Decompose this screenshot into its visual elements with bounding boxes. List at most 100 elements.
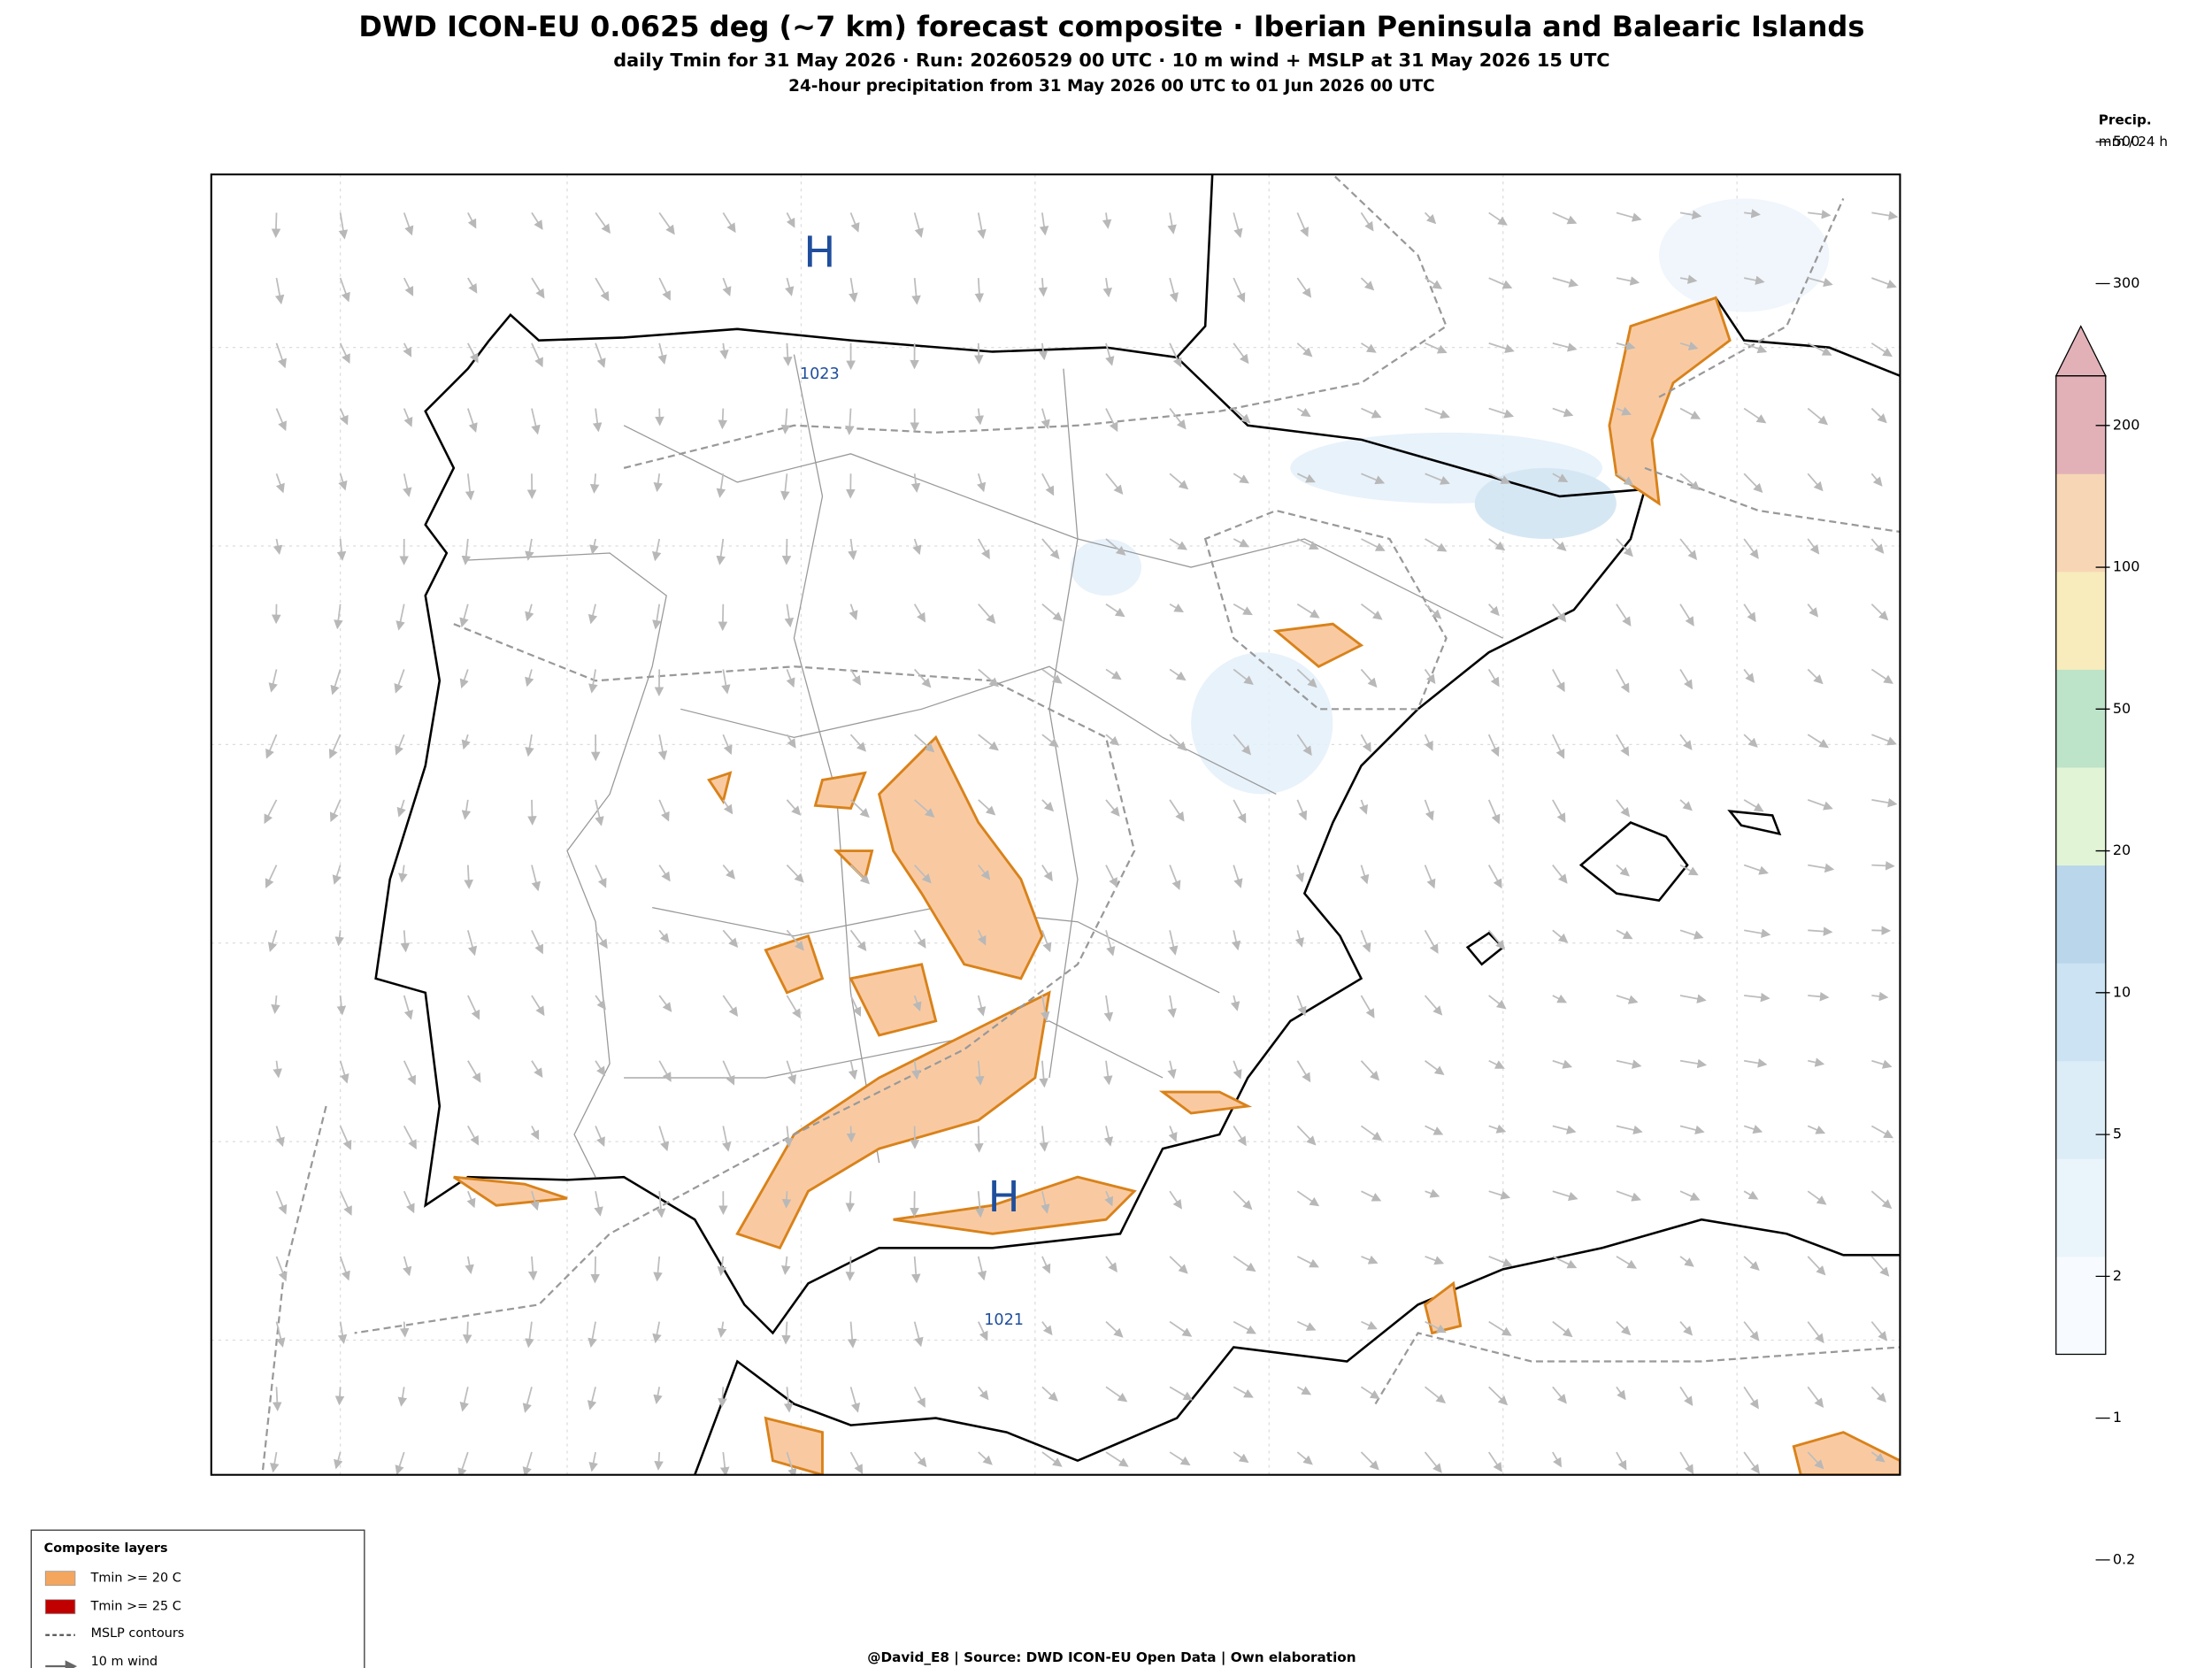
- wind-arrow: [1041, 799, 1055, 812]
- wind-arrow: [1552, 473, 1569, 482]
- wind-arrow: [1041, 1321, 1053, 1336]
- wind-arrow: [1296, 734, 1312, 757]
- wind-arrow: [1296, 342, 1313, 357]
- wind-arrow: [525, 603, 534, 622]
- wind-arrow: [722, 211, 736, 234]
- wind-arrow: [274, 277, 285, 305]
- wind-arrow: [1870, 407, 1887, 424]
- wind-arrow: [653, 1387, 663, 1405]
- wind-arrow: [1871, 211, 1899, 220]
- wind-arrow: [848, 1060, 858, 1080]
- wind-arrow: [1041, 668, 1063, 684]
- wind-arrow: [1361, 538, 1386, 551]
- wind-arrow: [339, 1060, 349, 1084]
- wind-arrow: [1233, 1320, 1256, 1334]
- wind-arrow: [466, 1190, 476, 1209]
- wind-arrow: [1104, 1190, 1114, 1207]
- wind-arrow: [1616, 734, 1630, 757]
- wind-arrow: [588, 1321, 597, 1349]
- wind-arrow: [592, 408, 603, 433]
- wind-arrow: [338, 212, 349, 240]
- wind-arrow: [1425, 1125, 1444, 1135]
- wind-arrow: [718, 1387, 727, 1408]
- wind-arrow: [531, 1060, 543, 1078]
- wind-arrow: [1233, 734, 1251, 756]
- wind-arrow: [531, 929, 544, 955]
- wind-arrow: [265, 734, 278, 759]
- wind-arrow: [1488, 473, 1511, 484]
- wind-arrow: [1295, 865, 1305, 883]
- wind-arrow: [1616, 669, 1630, 694]
- wind-arrow: [1425, 277, 1442, 289]
- wind-arrow: [1105, 1256, 1118, 1272]
- colorbar-tick-label: 500: [2113, 133, 2140, 150]
- wind-arrow: [1871, 926, 1892, 935]
- wind-arrow: [1552, 1256, 1578, 1269]
- wind-arrow: [264, 799, 278, 825]
- wind-arrow: [338, 473, 348, 491]
- wind-arrow: [1552, 865, 1568, 884]
- wind-arrow: [978, 865, 991, 880]
- wind-arrow: [913, 929, 926, 949]
- wind-arrow: [1679, 603, 1694, 626]
- wind-arrow: [1102, 212, 1112, 229]
- wind-arrow: [1743, 603, 1756, 623]
- wind-arrow: [1041, 1451, 1063, 1467]
- wind-arrow: [273, 1060, 282, 1079]
- wind-arrow: [1360, 1060, 1380, 1081]
- wind-arrow: [914, 734, 935, 753]
- wind-arrow: [1038, 278, 1048, 297]
- wind-arrow: [587, 1387, 597, 1410]
- wind-arrow: [1488, 1386, 1509, 1406]
- wind-arrow: [1552, 277, 1579, 288]
- legend: Composite layers Tmin >= 20 C Tmin >= 25…: [30, 1529, 365, 1668]
- wind-arrow: [268, 669, 278, 693]
- wind-arrow: [1871, 991, 1889, 1002]
- wind-arrow: [465, 1256, 474, 1274]
- wind-arrow: [461, 538, 472, 565]
- wind-arrow: [1169, 342, 1182, 368]
- wind-arrow: [403, 1256, 412, 1277]
- wind-arrow: [978, 1451, 993, 1465]
- wind-field: [264, 209, 1899, 1475]
- wind-arrow: [525, 734, 534, 757]
- wind-arrow: [1296, 1125, 1317, 1146]
- wind-arrow: [1105, 799, 1120, 817]
- wind-arrow: [1105, 473, 1124, 496]
- wind-arrow: [1168, 1126, 1178, 1142]
- wind-arrow: [1870, 1321, 1888, 1341]
- wind-arrow: [1679, 341, 1699, 351]
- wind-arrow: [1616, 1190, 1641, 1202]
- wind-arrow: [1616, 1059, 1642, 1069]
- wind-arrow: [1361, 407, 1382, 419]
- wind-arrow: [849, 1451, 864, 1474]
- wind-arrow: [912, 995, 922, 1012]
- wind-arrow: [588, 603, 598, 625]
- wind-arrow: [1041, 1256, 1051, 1274]
- colorbar-bin: [2055, 767, 2106, 866]
- legend-label: Tmin >= 25 C: [90, 1600, 181, 1614]
- colorbar-bin: [2055, 865, 2106, 964]
- wind-arrow: [1871, 734, 1897, 746]
- wind-arrow: [1552, 211, 1578, 225]
- wind-arrow: [1102, 278, 1112, 298]
- wind-arrow: [716, 473, 726, 498]
- wind-arrow: [466, 930, 478, 957]
- wind-arrow: [1743, 1190, 1759, 1200]
- wind-arrow: [1105, 865, 1118, 888]
- wind-arrow: [1487, 734, 1500, 757]
- wind-arrow: [525, 669, 534, 688]
- wind-arrow: [658, 1060, 672, 1082]
- wind-arrow: [1679, 734, 1693, 750]
- wind-arrow: [403, 995, 413, 1020]
- wind-arrow: [1296, 1451, 1313, 1465]
- wind-arrow: [1616, 929, 1633, 940]
- wind-arrow: [1041, 1386, 1058, 1402]
- wind-arrow: [1233, 799, 1247, 824]
- wind-arrow: [1233, 212, 1243, 239]
- wind-arrow: [334, 1451, 343, 1470]
- subtitle: 24-hour precipitation from 31 May 2026 0…: [788, 77, 1435, 96]
- wind-arrow: [1744, 1058, 1768, 1068]
- wind-arrow: [1424, 734, 1433, 751]
- wind-arrow: [337, 1321, 348, 1344]
